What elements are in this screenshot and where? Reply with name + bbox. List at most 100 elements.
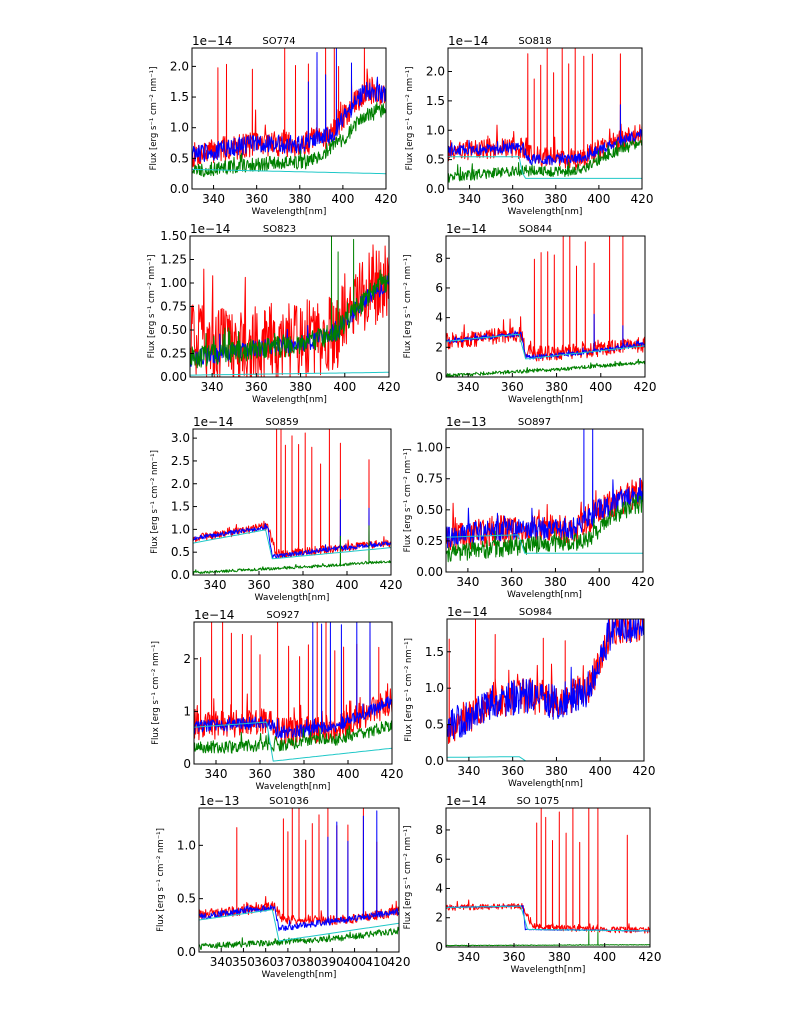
y-tick-label: 2.0: [170, 59, 189, 73]
y-tick-label: 2.0: [171, 477, 190, 491]
series-red: [446, 808, 650, 934]
y-tick-label: 2.0: [426, 65, 445, 79]
chart-panel-so984: 340 360 380 400 420 0.0 0.5 1.0 1.5 1e−14 SO984 Wav…: [404, 605, 655, 789]
series-cyan: [193, 529, 391, 560]
x-axis-label: Wavelength[nm]: [255, 593, 330, 603]
x-tick-label: 400: [589, 764, 612, 778]
x-tick-label: 340: [201, 380, 224, 394]
y-tick-label: 1.25: [160, 253, 187, 267]
y-tick-label: 0: [435, 370, 443, 384]
offset-label: 1e−14: [193, 415, 233, 429]
x-tick-label: 340: [456, 575, 479, 589]
offset-label: 1e−14: [190, 222, 230, 236]
axes-frame: [446, 618, 645, 762]
chart-title: SO859: [265, 417, 298, 428]
x-tick-label: 380: [292, 578, 315, 592]
x-tick-label: 340: [457, 950, 480, 964]
y-axis-label: Flux [erg s⁻¹ cm⁻² nm⁻¹]: [147, 255, 157, 359]
axes-frame: [191, 47, 387, 190]
series-blue: [199, 810, 399, 932]
chart-panel-so823: 340 360 380 400 420 0.00 0.25 0.50 0.75 1.00 1.25 1…: [147, 222, 400, 405]
x-tick-label: 360: [254, 955, 277, 969]
x-tick-label: 400: [336, 578, 359, 592]
x-tick-label: 360: [248, 578, 271, 592]
series-green: [190, 236, 389, 369]
chart-panel-so774: 340 360 380 400 420 0.0 0.5 1.0 1.5 2.01e−14 SO774…: [149, 34, 397, 217]
x-tick-label: 380: [545, 380, 568, 394]
axes-frame: [445, 235, 646, 378]
y-tick-label: 3.0: [171, 431, 190, 445]
y-tick-label: 0.75: [160, 300, 187, 314]
series-cyan: [447, 756, 644, 761]
y-tick-label: 0: [435, 940, 443, 954]
x-axis-label: Wavelength[nm]: [507, 590, 582, 600]
y-tick-label: 0.50: [416, 503, 443, 517]
x-axis-label: Wavelength[nm]: [252, 395, 327, 405]
y-tick-label: 0: [183, 757, 191, 771]
x-tick-label: 360: [245, 380, 268, 394]
x-tick-label: 400: [337, 767, 360, 781]
x-tick-label: 420: [632, 575, 655, 589]
x-tick-label: 370: [276, 955, 299, 969]
x-tick-label: 420: [378, 380, 401, 394]
y-tick-label: 1.0: [177, 838, 196, 852]
series-group: [199, 808, 399, 950]
axes-frame: [445, 807, 651, 948]
y-tick-label: 0.5: [425, 718, 444, 732]
y-tick-label: 1.0: [170, 121, 189, 135]
y-tick-label: 8: [435, 251, 443, 265]
x-axis-label: Wavelength[nm]: [511, 965, 586, 975]
chart-panel-so859: 340 360 380 400 420 0.0 0.5 1.0 1.5 2.0 2.5 3.01e−1…: [150, 415, 402, 603]
x-tick-label: 340: [204, 578, 227, 592]
x-tick-label: 380: [289, 380, 312, 394]
y-tick-label: 2: [183, 652, 191, 666]
series-green: [446, 494, 643, 563]
offset-label: 1e−14: [446, 222, 486, 236]
y-axis-label: Flux [erg s⁻¹ cm⁻² nm⁻¹]: [404, 638, 414, 742]
y-tick-label: 0.5: [177, 892, 196, 906]
x-tick-label: 420: [388, 955, 411, 969]
y-tick-label: 0.5: [171, 545, 190, 559]
y-tick-label: 0.0: [426, 182, 445, 196]
offset-label: 1e−13: [199, 794, 239, 808]
y-tick-label: 8: [435, 823, 443, 837]
x-tick-label: 360: [503, 950, 526, 964]
series-blue: [448, 104, 642, 166]
series-group: [446, 808, 650, 947]
x-axis-label: Wavelength[nm]: [508, 395, 583, 405]
offset-label: 1e−14: [194, 608, 234, 622]
series-cyan: [194, 721, 392, 762]
series-group: [448, 48, 642, 183]
axes-frame: [198, 807, 400, 953]
x-tick-label: 420: [631, 192, 654, 206]
chart-panel-so844: 340 360 380 400 420 0 2 4 6 8 1e−14 SO844 Wavelength…: [403, 222, 656, 405]
series-group: [446, 236, 645, 377]
x-tick-label: 400: [587, 192, 610, 206]
chart-panel-so818: 340 360 380 400 420 0.0 0.5 1.0 1.5 2.0 1e−14 SO818…: [405, 34, 653, 217]
x-tick-label: 400: [343, 955, 366, 969]
chart-title: SO1036: [269, 796, 309, 807]
x-axis-label: Wavelength[nm]: [508, 779, 583, 789]
chart-panel-so1075: 340 360 380 400 420 0 2 4 6 8 1e−14 SO 1075 Waveleng…: [403, 794, 661, 975]
x-axis-label: Wavelength[nm]: [252, 207, 327, 217]
x-tick-label: 360: [501, 192, 524, 206]
x-tick-label: 340: [205, 767, 228, 781]
y-tick-label: 1.5: [171, 500, 190, 514]
y-tick-label: 1.00: [160, 276, 187, 290]
y-tick-label: 2.5: [171, 454, 190, 468]
y-tick-label: 0.5: [170, 151, 189, 165]
chart-title: SO984: [519, 607, 552, 618]
series-green: [194, 720, 392, 754]
series-green: [446, 358, 645, 377]
y-tick-label: 1.5: [425, 645, 444, 659]
series-green: [446, 930, 650, 947]
x-tick-label: 380: [544, 192, 567, 206]
x-tick-label: 360: [501, 380, 524, 394]
y-axis-label: Flux [erg s⁻¹ cm⁻² nm⁻¹]: [151, 641, 161, 745]
x-tick-label: 380: [544, 575, 567, 589]
x-tick-label: 420: [381, 767, 404, 781]
series-cyan: [446, 333, 645, 360]
offset-label: 1e−13: [446, 415, 486, 429]
series-blue: [194, 622, 392, 739]
